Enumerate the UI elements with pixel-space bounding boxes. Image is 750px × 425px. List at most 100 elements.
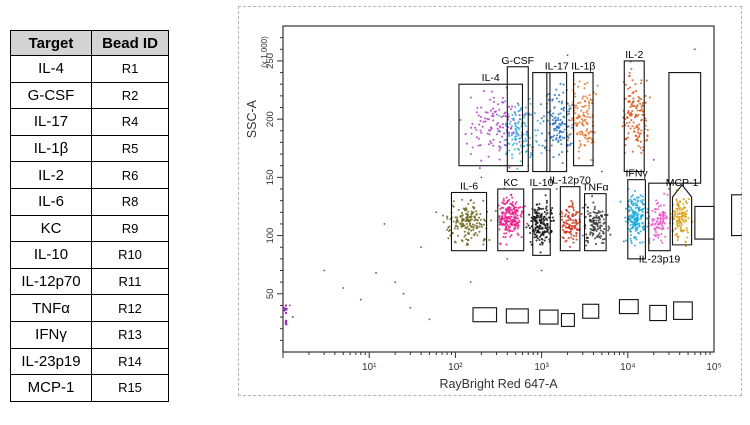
population-point xyxy=(473,126,477,129)
population-point xyxy=(529,240,532,244)
population-point xyxy=(655,199,658,202)
debris-point xyxy=(383,223,386,225)
population-point xyxy=(535,203,538,206)
population-point xyxy=(522,133,525,136)
population-point xyxy=(463,235,466,238)
population-point xyxy=(539,122,542,125)
population-point xyxy=(515,126,519,129)
population-point xyxy=(567,226,570,229)
population-point xyxy=(552,156,555,159)
population-point xyxy=(487,118,491,121)
table-row: IL-4 R1 xyxy=(10,55,169,83)
population-point xyxy=(580,109,583,112)
population-point xyxy=(504,153,508,156)
population-point xyxy=(541,144,544,147)
population-point xyxy=(509,108,512,111)
population-point xyxy=(563,128,566,131)
population-point xyxy=(661,224,664,227)
gate-outline xyxy=(668,72,702,184)
population-point xyxy=(640,82,643,85)
population-point xyxy=(469,198,473,202)
population-point xyxy=(568,224,572,227)
population-point xyxy=(520,136,523,139)
population-point xyxy=(637,127,640,130)
population-point xyxy=(637,213,640,216)
population-point xyxy=(470,215,473,218)
population-point xyxy=(574,220,578,224)
population-point xyxy=(517,120,520,123)
population-point xyxy=(629,86,632,89)
population-point xyxy=(653,218,656,221)
debris-point xyxy=(288,304,291,307)
population-point xyxy=(475,213,478,216)
population-point xyxy=(568,104,571,107)
gate-label: MCP-1 xyxy=(666,177,699,189)
population-point xyxy=(640,129,643,132)
population-point xyxy=(490,142,493,145)
population-point xyxy=(574,112,577,115)
population-point xyxy=(542,115,546,118)
population-point xyxy=(471,223,474,226)
population-point xyxy=(674,234,677,237)
population-point xyxy=(542,234,545,237)
population-point xyxy=(552,112,555,115)
population-point xyxy=(637,144,640,148)
population-point xyxy=(547,216,550,219)
population-point xyxy=(590,228,594,232)
population-point xyxy=(528,213,531,216)
population-point xyxy=(635,90,638,93)
population-point xyxy=(565,219,568,222)
population-point xyxy=(505,243,508,246)
population-point xyxy=(602,231,605,235)
population-point xyxy=(562,237,565,240)
population-point xyxy=(467,243,470,246)
population-point xyxy=(546,211,549,215)
population-point xyxy=(463,230,466,233)
x-tick-label: 10³ xyxy=(534,362,549,373)
population-point xyxy=(580,118,583,121)
population-point xyxy=(514,112,517,115)
population-point xyxy=(495,113,499,116)
population-point xyxy=(522,140,525,143)
population-point xyxy=(553,134,556,137)
population-point xyxy=(470,236,473,239)
population-point xyxy=(575,210,578,214)
population-point xyxy=(528,136,531,139)
population-point xyxy=(683,211,686,214)
population-point xyxy=(518,140,521,143)
population-point xyxy=(584,95,587,98)
population-point xyxy=(567,112,571,115)
table-header-row: Target Bead ID xyxy=(10,30,169,56)
population-point xyxy=(506,223,509,227)
population-point xyxy=(601,210,604,213)
gate-label: G-CSF xyxy=(501,55,534,67)
population-point xyxy=(490,90,494,93)
population-point xyxy=(511,117,514,120)
population-point xyxy=(675,198,678,201)
population-point xyxy=(517,225,520,228)
population-point xyxy=(624,117,627,120)
population-point xyxy=(538,238,541,242)
population-point xyxy=(579,144,582,147)
population-point xyxy=(537,225,540,228)
population-point xyxy=(534,233,537,237)
population-point xyxy=(516,147,519,150)
population-point xyxy=(480,106,483,109)
population-point xyxy=(639,102,642,105)
population-point xyxy=(680,217,683,220)
population-point xyxy=(511,132,514,135)
population-point xyxy=(461,240,464,243)
population-point xyxy=(574,224,577,227)
population-point xyxy=(579,133,582,136)
population-point xyxy=(682,215,685,218)
population-point xyxy=(470,126,473,129)
population-point xyxy=(557,118,560,122)
population-point xyxy=(555,129,559,132)
population-point xyxy=(551,139,555,142)
population-point xyxy=(560,100,564,103)
population-point xyxy=(515,201,518,204)
population-point xyxy=(516,210,519,213)
population-point xyxy=(583,99,587,102)
population-point xyxy=(597,216,600,219)
population-point xyxy=(490,219,493,222)
